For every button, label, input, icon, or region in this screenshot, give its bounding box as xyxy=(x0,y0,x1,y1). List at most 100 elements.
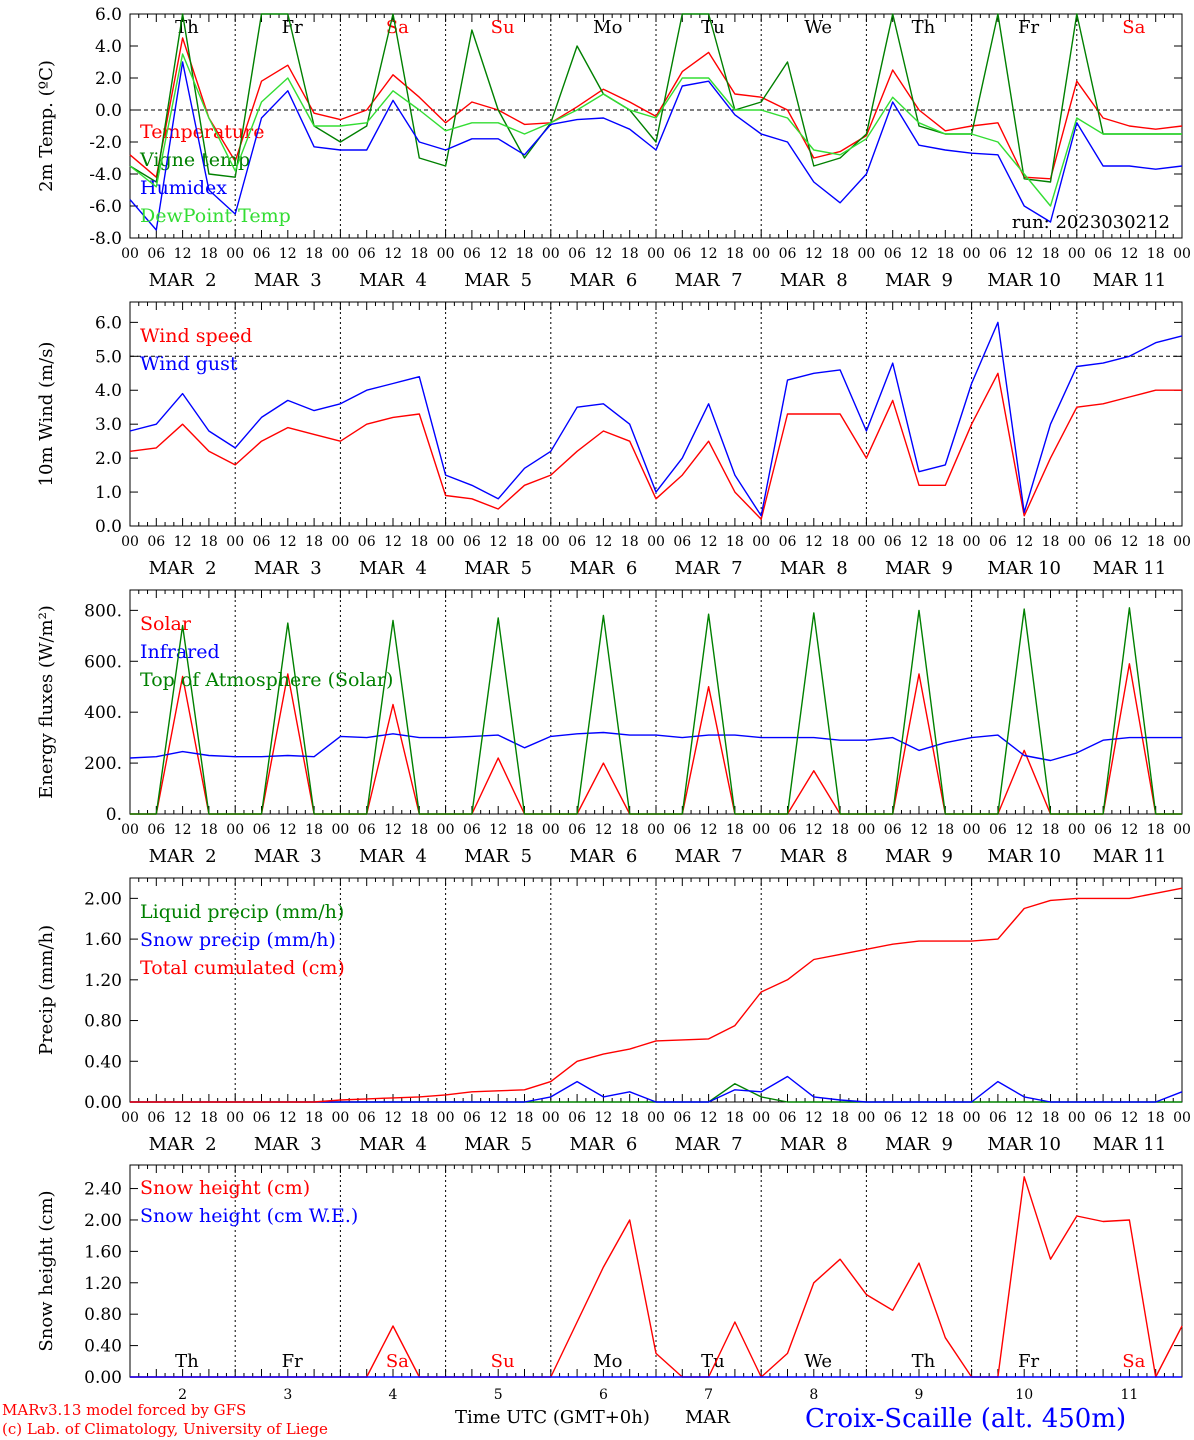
wind-hour-label: 00 xyxy=(647,534,665,550)
snow-day-number: 11 xyxy=(1120,1387,1138,1403)
snow-y-tick-label: 2.40 xyxy=(84,1180,122,1200)
station-name: Croix-Scaille (alt. 450m) xyxy=(805,1404,1126,1434)
precip-hour-label: 00 xyxy=(121,1110,139,1126)
energy-hour-label: 12 xyxy=(384,822,402,838)
temperature-series-dewpoint-temp xyxy=(129,53,1182,207)
temperature-y-tick-label: 0.0 xyxy=(95,101,122,121)
precip-y-tick-label: 0.00 xyxy=(84,1093,122,1113)
precip-y-tick-label: 0.40 xyxy=(84,1052,122,1072)
temperature-y-tick-label: -4.0 xyxy=(89,165,122,185)
energy-y-tick-label: 800. xyxy=(84,601,122,621)
energy-hour-label: 06 xyxy=(1094,822,1112,838)
panel-precip: 0.00 0.40 0.80 1.20 1.60 2.00 Precip (mm/h) 00 0… xyxy=(36,877,1191,1155)
precip-day-label: MAR 11 xyxy=(1093,1134,1167,1155)
energy-legend-entry: Infrared xyxy=(140,641,220,663)
temperature-hour-label: 00 xyxy=(226,246,244,262)
precip-hour-label: 18 xyxy=(1147,1110,1165,1126)
wind-hour-label: 00 xyxy=(963,534,981,550)
temperature-day-label: MAR 3 xyxy=(254,270,322,291)
temperature-hour-label: 00 xyxy=(752,246,770,262)
temperature-day-label: MAR 7 xyxy=(675,270,743,291)
precip-legend-entry: Total cumulated (cm) xyxy=(140,957,345,979)
wind-hour-label: 12 xyxy=(384,534,402,550)
energy-hour-label: 12 xyxy=(174,822,192,838)
wind-day-label: MAR 11 xyxy=(1093,558,1167,579)
snow-weekday-label: Th xyxy=(912,1351,936,1372)
panel-wind: 0.0 1.0 2.0 3.0 4.0 5.0 6.0 10m Wind (m/s) 00 06 1… xyxy=(36,301,1191,579)
energy-day-label: MAR 10 xyxy=(987,846,1061,867)
wind-day-label: MAR 6 xyxy=(569,558,637,579)
temperature-day-label: MAR 9 xyxy=(885,270,953,291)
temperature-hour-label: 00 xyxy=(647,246,665,262)
energy-hour-label: 12 xyxy=(594,822,612,838)
energy-hour-label: 18 xyxy=(1042,822,1060,838)
precip-y-tick-label: 1.20 xyxy=(84,971,122,991)
wind-day-label: MAR 10 xyxy=(987,558,1061,579)
snow-y-tick-label: 1.60 xyxy=(84,1242,122,1262)
energy-hour-label: 00 xyxy=(226,822,244,838)
snow-day-number: 6 xyxy=(599,1387,608,1403)
energy-day-label: MAR 8 xyxy=(780,846,848,867)
temperature-hour-label: 06 xyxy=(147,246,165,262)
snow-day-number: 10 xyxy=(1015,1387,1033,1403)
precip-hour-label: 12 xyxy=(594,1110,612,1126)
wind-hour-label: 06 xyxy=(1094,534,1112,550)
precip-hour-label: 12 xyxy=(279,1110,297,1126)
energy-hour-label: 00 xyxy=(331,822,349,838)
temperature-hour-label: 06 xyxy=(568,246,586,262)
precip-hour-label: 12 xyxy=(1120,1110,1138,1126)
temperature-hour-label: 00 xyxy=(437,246,455,262)
energy-day-label: MAR 11 xyxy=(1093,846,1167,867)
snow-weekday-label: Sa xyxy=(1122,1351,1145,1372)
wind-day-label: MAR 9 xyxy=(885,558,953,579)
energy-hour-label: 00 xyxy=(647,822,665,838)
precip-hour-label: 12 xyxy=(910,1110,928,1126)
precip-day-label: MAR 9 xyxy=(885,1134,953,1155)
precip-hour-label: 12 xyxy=(1015,1110,1033,1126)
snow-weekday-label: Fr xyxy=(1018,1351,1039,1372)
precip-hour-label: 00 xyxy=(647,1110,665,1126)
temperature-y-axis-label: 2m Temp. (ºC) xyxy=(36,60,57,192)
energy-hour-label: 00 xyxy=(542,822,560,838)
temperature-series-temperature xyxy=(129,37,1183,180)
snow-y-tick-label: 0.00 xyxy=(84,1368,122,1388)
wind-hour-label: 06 xyxy=(568,534,586,550)
snow-weekday-label: Th xyxy=(175,1351,199,1372)
panel-temperature: -8.0 -6.0 -4.0 -2.0 0.0 2.0 4.0 6.0 2m Temp. (ºC… xyxy=(36,5,1191,291)
energy-hour-label: 12 xyxy=(805,822,823,838)
wind-day-label: MAR 3 xyxy=(254,558,322,579)
wind-hour-label: 00 xyxy=(857,534,875,550)
energy-hour-label: 00 xyxy=(437,822,455,838)
precip-hour-label: 18 xyxy=(410,1110,428,1126)
snow-day-number: 4 xyxy=(389,1387,398,1403)
temperature-weekday-label: Mo xyxy=(593,17,622,38)
energy-hour-label: 06 xyxy=(147,822,165,838)
temperature-hour-label: 06 xyxy=(253,246,271,262)
snow-day-number: 9 xyxy=(915,1387,924,1403)
wind-hour-label: 06 xyxy=(253,534,271,550)
precip-hour-label: 06 xyxy=(1094,1110,1112,1126)
precip-hour-label: 06 xyxy=(884,1110,902,1126)
temperature-day-label: MAR 10 xyxy=(987,270,1061,291)
precip-day-label: MAR 5 xyxy=(464,1134,532,1155)
precip-hour-label: 06 xyxy=(989,1110,1007,1126)
energy-hour-label: 00 xyxy=(121,822,139,838)
temperature-hour-label: 00 xyxy=(542,246,560,262)
snow-y-tick-label: 0.80 xyxy=(84,1305,122,1325)
wind-hour-label: 18 xyxy=(410,534,428,550)
precip-hour-label: 00 xyxy=(1068,1110,1086,1126)
snow-legend-entry: Snow height (cm W.E.) xyxy=(140,1205,358,1227)
wind-hour-label: 00 xyxy=(437,534,455,550)
precip-y-tick-label: 2.00 xyxy=(84,889,122,909)
snow-legend-entry: Snow height (cm) xyxy=(140,1177,310,1199)
precip-hour-label: 06 xyxy=(568,1110,586,1126)
temperature-legend-entry: Humidex xyxy=(140,177,227,199)
wind-series-wind-speed xyxy=(129,372,1182,520)
precip-hour-label: 06 xyxy=(358,1110,376,1126)
temperature-y-tick-label: 4.0 xyxy=(95,37,122,57)
energy-hour-label: 06 xyxy=(253,822,271,838)
temperature-weekday-label: Sa xyxy=(1122,17,1145,38)
precip-y-tick-label: 1.60 xyxy=(84,930,122,950)
temperature-hour-label: 06 xyxy=(989,246,1007,262)
